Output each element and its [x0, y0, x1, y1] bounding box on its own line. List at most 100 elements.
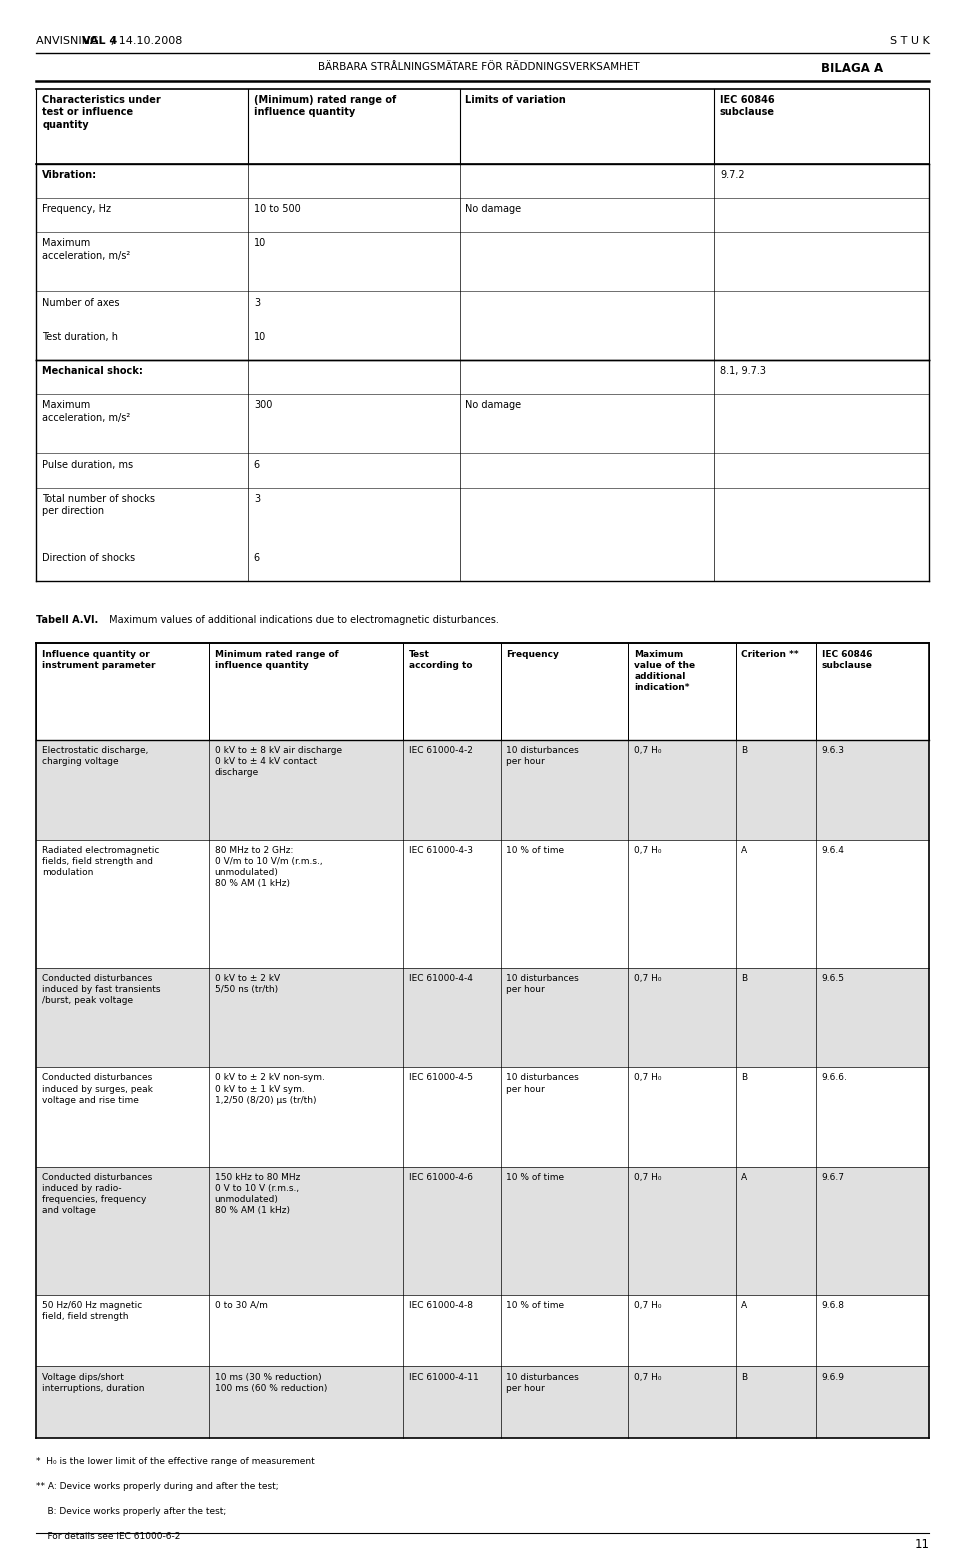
Text: Conducted disturbances
induced by surges, peak
voltage and rise time: Conducted disturbances induced by surges… — [42, 1073, 153, 1105]
Text: 10 to 500: 10 to 500 — [253, 204, 300, 213]
Text: 10 % of time: 10 % of time — [507, 1301, 564, 1310]
Text: ANVISNING: ANVISNING — [36, 36, 103, 45]
Text: Limits of variation: Limits of variation — [466, 95, 566, 104]
Text: S T U K: S T U K — [890, 36, 929, 45]
Text: IEC 61000-4-5: IEC 61000-4-5 — [409, 1073, 473, 1083]
Text: Electrostatic discharge,
charging voltage: Electrostatic discharge, charging voltag… — [42, 746, 149, 767]
Text: / 14.10.2008: / 14.10.2008 — [108, 36, 182, 45]
Text: Direction of shocks: Direction of shocks — [42, 553, 135, 562]
Bar — [36, 1366, 929, 1438]
Bar — [36, 643, 929, 740]
Text: B: B — [741, 974, 748, 983]
Text: 6: 6 — [253, 553, 260, 562]
Text: Radiated electromagnetic
fields, field strength and
modulation: Radiated electromagnetic fields, field s… — [42, 846, 159, 877]
Text: Tabell A.VI.: Tabell A.VI. — [36, 615, 99, 625]
Text: 0,7 H₀: 0,7 H₀ — [635, 846, 661, 855]
Text: Mechanical shock:: Mechanical shock: — [42, 366, 143, 375]
Text: 0,7 H₀: 0,7 H₀ — [635, 1173, 661, 1183]
Text: Number of axes: Number of axes — [42, 298, 120, 307]
Text: 9.6.9: 9.6.9 — [822, 1373, 845, 1382]
Text: 9.6.3: 9.6.3 — [822, 746, 845, 756]
Text: *  H₀ is the lower limit of the effective range of measurement: * H₀ is the lower limit of the effective… — [36, 1457, 315, 1466]
Text: IEC 61000-4-6: IEC 61000-4-6 — [409, 1173, 473, 1183]
Text: Frequency, Hz: Frequency, Hz — [42, 204, 111, 213]
Text: 9.6.8: 9.6.8 — [822, 1301, 845, 1310]
Text: IEC 61000-4-11: IEC 61000-4-11 — [409, 1373, 479, 1382]
Text: 0,7 H₀: 0,7 H₀ — [635, 974, 661, 983]
Text: 10 % of time: 10 % of time — [507, 846, 564, 855]
Text: Criterion **: Criterion ** — [741, 650, 799, 659]
Text: Characteristics under
test or influence
quantity: Characteristics under test or influence … — [42, 95, 161, 129]
Text: Maximum
value of the
additional
indication*: Maximum value of the additional indicati… — [635, 650, 695, 692]
Text: No damage: No damage — [466, 400, 521, 410]
Text: Vibration:: Vibration: — [42, 170, 97, 179]
Text: Influence quantity or
instrument parameter: Influence quantity or instrument paramet… — [42, 650, 156, 670]
Text: 10 disturbances
per hour: 10 disturbances per hour — [507, 1073, 579, 1094]
Text: Voltage dips/short
interruptions, duration: Voltage dips/short interruptions, durati… — [42, 1373, 145, 1393]
Text: 0,7 H₀: 0,7 H₀ — [635, 1373, 661, 1382]
Text: 9.6.7: 9.6.7 — [822, 1173, 845, 1183]
Text: 10 % of time: 10 % of time — [507, 1173, 564, 1183]
Text: 0 kV to ± 2 kV non-sym.
0 kV to ± 1 kV sym.
1,2/50 (8/20) μs (tr/th): 0 kV to ± 2 kV non-sym. 0 kV to ± 1 kV s… — [214, 1073, 324, 1105]
Text: 10 ms (30 % reduction)
100 ms (60 % reduction): 10 ms (30 % reduction) 100 ms (60 % redu… — [214, 1373, 327, 1393]
Text: Test duration, h: Test duration, h — [42, 332, 118, 341]
Text: B: B — [741, 746, 748, 756]
Bar — [36, 740, 929, 840]
Text: 150 kHz to 80 MHz
0 V to 10 V (r.m.s.,
unmodulated)
80 % AM (1 kHz): 150 kHz to 80 MHz 0 V to 10 V (r.m.s., u… — [214, 1173, 300, 1215]
Text: A: A — [741, 1301, 748, 1310]
Text: IEC 60846
subclause: IEC 60846 subclause — [720, 95, 775, 117]
Text: IEC 61000-4-2: IEC 61000-4-2 — [409, 746, 473, 756]
Bar — [36, 1167, 929, 1295]
Text: 300: 300 — [253, 400, 273, 410]
Text: 3: 3 — [253, 298, 260, 307]
Text: 0 to 30 A/m: 0 to 30 A/m — [214, 1301, 268, 1310]
Text: 0 kV to ± 2 kV
5/50 ns (tr/th): 0 kV to ± 2 kV 5/50 ns (tr/th) — [214, 974, 279, 994]
Text: 80 MHz to 2 GHz:
0 V/m to 10 V/m (r.m.s.,
unmodulated)
80 % AM (1 kHz): 80 MHz to 2 GHz: 0 V/m to 10 V/m (r.m.s.… — [214, 846, 323, 888]
Text: 6: 6 — [253, 460, 260, 469]
Text: ** A: Device works properly during and after the test;: ** A: Device works properly during and a… — [36, 1482, 279, 1491]
Text: B: B — [741, 1373, 748, 1382]
Text: 9.6.6.: 9.6.6. — [822, 1073, 848, 1083]
Text: 0 kV to ± 8 kV air discharge
0 kV to ± 4 kV contact
discharge: 0 kV to ± 8 kV air discharge 0 kV to ± 4… — [214, 746, 342, 777]
Text: 9.6.5: 9.6.5 — [822, 974, 845, 983]
Text: B: Device works properly after the test;: B: Device works properly after the test; — [36, 1507, 227, 1516]
Text: B: B — [741, 1073, 748, 1083]
Text: IEC 61000-4-3: IEC 61000-4-3 — [409, 846, 473, 855]
Text: Frequency: Frequency — [507, 650, 560, 659]
Text: Pulse duration, ms: Pulse duration, ms — [42, 460, 133, 469]
Text: Conducted disturbances
induced by radio-
frequencies, frequency
and voltage: Conducted disturbances induced by radio-… — [42, 1173, 153, 1215]
Text: 0,7 H₀: 0,7 H₀ — [635, 1073, 661, 1083]
Bar — [36, 89, 929, 164]
Text: IEC 61000-4-8: IEC 61000-4-8 — [409, 1301, 473, 1310]
Text: A: A — [741, 846, 748, 855]
Text: 50 Hz/60 Hz magnetic
field, field strength: 50 Hz/60 Hz magnetic field, field streng… — [42, 1301, 142, 1321]
Text: No damage: No damage — [466, 204, 521, 213]
Text: 11: 11 — [914, 1538, 929, 1550]
Text: Test
according to: Test according to — [409, 650, 472, 670]
Text: A: A — [741, 1173, 748, 1183]
Text: 0,7 H₀: 0,7 H₀ — [635, 746, 661, 756]
Text: 3: 3 — [253, 494, 260, 503]
Text: Maximum values of additional indications due to electromagnetic disturbances.: Maximum values of additional indications… — [106, 615, 498, 625]
Text: BÄRBARA STRÅLNINGSMÄTARE FÖR RÄDDNINGSVERKSAMHET: BÄRBARA STRÅLNINGSMÄTARE FÖR RÄDDNINGSVE… — [318, 62, 642, 72]
Text: 0,7 H₀: 0,7 H₀ — [635, 1301, 661, 1310]
Text: 8.1, 9.7.3: 8.1, 9.7.3 — [720, 366, 766, 375]
Text: 9.6.4: 9.6.4 — [822, 846, 845, 855]
Text: BILAGA A: BILAGA A — [821, 62, 883, 75]
Text: Minimum rated range of
influence quantity: Minimum rated range of influence quantit… — [214, 650, 338, 670]
Bar — [36, 968, 929, 1067]
Text: Maximum
acceleration, m/s²: Maximum acceleration, m/s² — [42, 400, 131, 422]
Text: 10: 10 — [253, 238, 266, 248]
Text: 10 disturbances
per hour: 10 disturbances per hour — [507, 746, 579, 767]
Text: For details see IEC 61000-6-2: For details see IEC 61000-6-2 — [36, 1532, 180, 1541]
Text: Maximum
acceleration, m/s²: Maximum acceleration, m/s² — [42, 238, 131, 260]
Text: (Minimum) rated range of
influence quantity: (Minimum) rated range of influence quant… — [253, 95, 396, 117]
Text: 10: 10 — [253, 332, 266, 341]
Text: IEC 60846
subclause: IEC 60846 subclause — [822, 650, 873, 670]
Text: Conducted disturbances
induced by fast transients
/burst, peak voltage: Conducted disturbances induced by fast t… — [42, 974, 160, 1005]
Text: IEC 61000-4-4: IEC 61000-4-4 — [409, 974, 473, 983]
Text: 9.7.2: 9.7.2 — [720, 170, 745, 179]
Text: 10 disturbances
per hour: 10 disturbances per hour — [507, 1373, 579, 1393]
Text: 10 disturbances
per hour: 10 disturbances per hour — [507, 974, 579, 994]
Text: VAL 4: VAL 4 — [82, 36, 117, 45]
